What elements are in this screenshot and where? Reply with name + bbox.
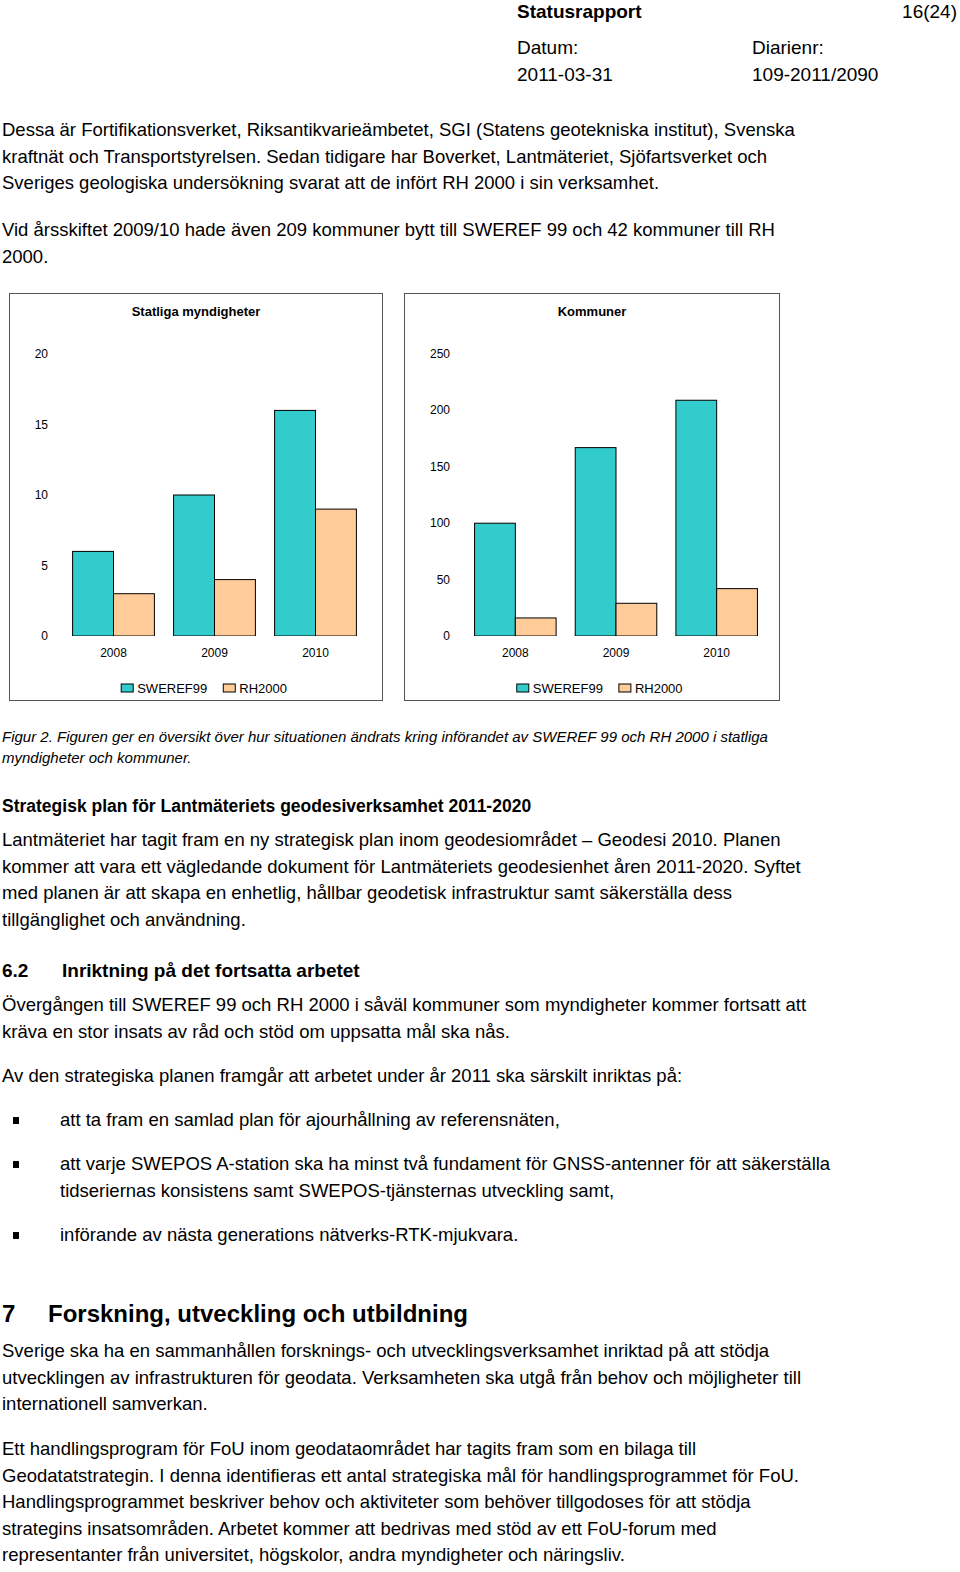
paragraph-line: tillgänglighet och användning. (2, 907, 246, 934)
bullet (13, 1232, 19, 1239)
x-tick-label: 2009 (603, 646, 630, 660)
x-tick-label: 2008 (100, 646, 127, 660)
paragraph-line: med planen är att skapa en enhetlig, hål… (2, 880, 732, 907)
section-number: 6.2 (2, 958, 28, 984)
legend-label: SWEREF99 (137, 681, 207, 696)
y-tick-label: 10 (35, 488, 49, 502)
y-tick-label: 0 (41, 629, 48, 643)
bar (275, 410, 316, 636)
paragraph-line: Geodatatstrategin. I denna identifieras … (2, 1463, 799, 1490)
y-tick-label: 150 (430, 460, 450, 474)
heading: Strategisk plan för Lantmäteriets geodes… (2, 793, 531, 819)
legend-label: RH2000 (635, 681, 683, 696)
figure-caption: myndigheter och kommuner. (2, 747, 192, 768)
bars (73, 410, 357, 636)
paragraph-line: kommer att vara ett vägledande dokument … (2, 854, 801, 881)
paragraph-line: Sveriges geologiska undersökning svarat … (2, 170, 659, 197)
bar (114, 594, 155, 636)
y-tick-label: 5 (41, 559, 48, 573)
y-tick-label: 100 (430, 516, 450, 530)
bars (475, 400, 758, 636)
paragraph-line: Dessa är Fortifikationsverket, Riksantik… (2, 117, 795, 144)
bar (616, 603, 657, 636)
paragraph-line: Ett handlingsprogram för FoU inom geodat… (2, 1436, 696, 1463)
page-number: 16(24) (902, 0, 957, 24)
legend-swatch (121, 684, 133, 692)
bar (717, 589, 758, 636)
x-tick-label: 2009 (201, 646, 228, 660)
bar (676, 400, 717, 636)
paragraph-line: Sverige ska ha en sammanhållen forskning… (2, 1338, 769, 1365)
bar (215, 580, 256, 636)
chart-frame (10, 294, 383, 701)
paragraph-line: kräva en stor insats av råd och stöd om … (2, 1019, 510, 1046)
legend-label: SWEREF99 (533, 681, 603, 696)
ref-number: 109-2011/2090 (752, 63, 878, 87)
paragraph-line: utvecklingen av infrastrukturen för geod… (2, 1365, 801, 1392)
y-tick-label: 50 (437, 573, 451, 587)
legend-swatch (223, 684, 235, 692)
bar (316, 509, 357, 636)
chapter-title: Forskning, utveckling och utbildning (48, 1299, 468, 1329)
section-title: Inriktning på det fortsatta arbetet (62, 958, 360, 984)
report-title: Statusrapport (517, 0, 642, 24)
x-tick-label: 2010 (703, 646, 730, 660)
date-label: Datum: (517, 36, 578, 60)
chart-title: Statliga myndigheter (132, 304, 261, 319)
legend-label: RH2000 (239, 681, 287, 696)
y-tick-label: 200 (430, 403, 450, 417)
bullet (13, 1117, 19, 1124)
list-item-line: tidseriernas konsistens samt SWEPOS-tjän… (60, 1178, 614, 1205)
bar-chart: Statliga myndigheter 0 5 10 15 20 2008 2009 2010… (9, 293, 383, 701)
bar (174, 495, 215, 636)
list-item-line: att ta fram en samlad plan för ajourhåll… (60, 1107, 560, 1134)
y-tick-label: 0 (443, 629, 450, 643)
y-tick-label: 250 (430, 347, 450, 361)
chart-title: Kommuner (558, 304, 627, 319)
y-tick-label: 20 (35, 347, 49, 361)
paragraph-line: Vid årsskiftet 2009/10 hade även 209 kom… (2, 217, 775, 244)
legend-swatch (619, 684, 631, 692)
bar (515, 618, 556, 636)
bar-chart: Kommuner 0 50 100 150 200 250 2008 2009 2010 SWERE… (404, 293, 780, 701)
legend-swatch (517, 684, 529, 692)
y-tick-label: 15 (35, 418, 49, 432)
paragraph-line: Handlingsprogrammet beskriver behov och … (2, 1489, 751, 1516)
paragraph-line: representanter från universitet, högskol… (2, 1542, 625, 1569)
bar (73, 551, 114, 636)
paragraph-line: strategins insatsområden. Arbetet kommer… (2, 1516, 717, 1543)
chapter-number: 7 (2, 1299, 15, 1329)
bar (575, 448, 616, 636)
date: 2011-03-31 (517, 63, 613, 87)
bar (475, 523, 516, 636)
list-item-line: att varje SWEPOS A-station ska ha minst … (60, 1151, 830, 1178)
ref-label: Diarienr: (752, 36, 824, 60)
chart-frame (405, 294, 780, 701)
bullet (13, 1161, 19, 1168)
list-item-line: införande av nästa generations nätverks-… (60, 1222, 518, 1249)
paragraph-line: internationell samverkan. (2, 1391, 208, 1418)
paragraph-line: kraftnät och Transportstyrelsen. Sedan t… (2, 144, 767, 171)
figure-caption: Figur 2. Figuren ger en översikt över hu… (2, 726, 768, 747)
x-tick-label: 2010 (302, 646, 329, 660)
paragraph-line: Övergången till SWEREF 99 och RH 2000 i … (2, 992, 806, 1019)
x-tick-label: 2008 (502, 646, 529, 660)
paragraph-line: 2000. (2, 244, 48, 271)
paragraph-line: Av den strategiska planen framgår att ar… (2, 1063, 682, 1090)
paragraph-line: Lantmäteriet har tagit fram en ny strate… (2, 827, 780, 854)
